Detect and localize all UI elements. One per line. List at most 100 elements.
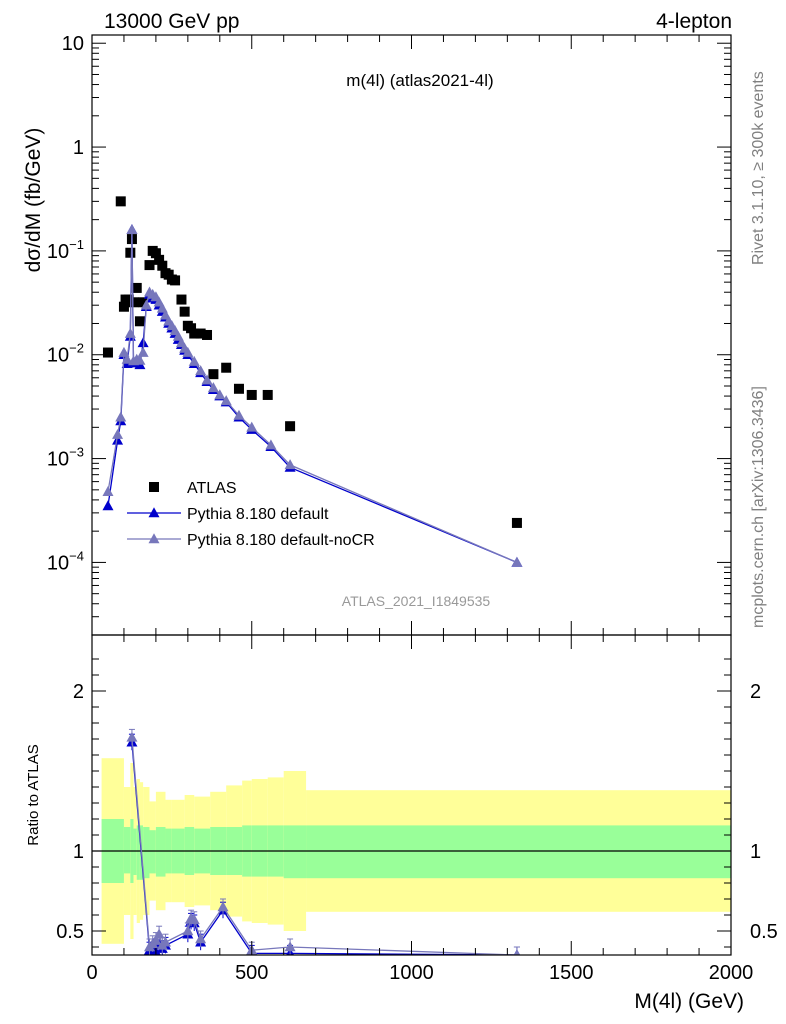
atlas-data-point (233, 383, 244, 394)
atlas-data-point (195, 328, 206, 339)
atlas-data-point (176, 294, 187, 305)
rivet-version-label: Rivet 3.1.10, ≥ 300k events (750, 71, 767, 265)
atlas-data-point (102, 347, 113, 358)
atlas-data-point (150, 248, 161, 259)
atlas-data-point (125, 247, 136, 258)
inner-band-segment (123, 827, 131, 874)
inner-band-segment (283, 825, 307, 879)
atlas-data-point (186, 323, 197, 334)
ratio-series (126, 728, 521, 955)
ratio-nocr-point (153, 928, 165, 939)
ratio-y-axis-label: Ratio to ATLAS (25, 744, 42, 845)
inner-band-segment (133, 828, 137, 875)
ratio-y-tick-label-right: 2 (750, 681, 761, 703)
pythia-default-point (102, 500, 114, 511)
inner-band-segment (149, 830, 156, 874)
pythia-nocr-point (115, 411, 127, 422)
ratio-nocr-point (217, 901, 229, 912)
ratio-nocr-point (513, 949, 521, 955)
pythia-default-point (137, 337, 149, 348)
header-left-label: 13000 GeV pp (104, 10, 239, 33)
pythia-nocr-point (112, 428, 124, 439)
atlas-data-point (246, 389, 257, 400)
ratio-y-tick-label-right: 0.5 (750, 921, 778, 943)
atlas-data-point (179, 306, 190, 317)
atlas-data-point (157, 260, 168, 271)
atlas-data-point (134, 316, 145, 327)
legend: ATLAS Pythia 8.180 default Pythia 8.180 de… (127, 480, 375, 549)
pythia-nocr-point (265, 439, 277, 450)
main-series (102, 196, 523, 567)
legend-triangle-marker (148, 507, 160, 518)
ratio-nocr-point (195, 933, 207, 944)
pythia-nocr-point (220, 395, 232, 406)
y-tick-label: 10−2 (47, 341, 84, 367)
main-y-tick-labels: 10 1 10−1 10−2 10−3 10−4 (47, 33, 84, 574)
inner-band-segment (143, 827, 150, 879)
ratio-series-clipped (126, 728, 521, 955)
atlas-data-point (144, 260, 155, 271)
ratio-y-tick-label: 1 (73, 841, 84, 863)
atlas-data-point (208, 369, 219, 380)
x-tick-label: 1000 (389, 962, 434, 984)
y-tick-label: 10 (62, 33, 84, 55)
ratio-y-tick-labels: 0.5 0.5 1 1 2 2 (56, 681, 778, 943)
inner-band-segment (155, 827, 166, 877)
ratio-y-tick-label-right: 1 (750, 841, 761, 863)
legend-triangle-marker (148, 533, 160, 544)
ratio-plot: 0.5 0.5 1 1 2 2 0 500 1000 1500 2000 Ratio to ATL… (25, 634, 778, 1013)
main-y-ticks (92, 42, 731, 636)
pythia-nocr-point (195, 365, 207, 376)
y-tick-label: 10−1 (47, 237, 84, 263)
pythia-nocr-point (121, 353, 133, 364)
x-tick-labels: 0 500 1000 1500 2000 (86, 962, 753, 984)
x-tick-label: 0 (86, 962, 97, 984)
legend-entry-label: Pythia 8.180 default-noCR (187, 532, 375, 549)
atlas-data-point (262, 389, 273, 400)
ratio-y-tick-label: 2 (73, 681, 84, 703)
atlas-data-point (189, 328, 200, 339)
atlas-data-point (128, 297, 139, 308)
pythia-nocr-point (233, 409, 245, 420)
atlas-data-point (138, 297, 149, 308)
pythia-nocr-point (207, 382, 219, 393)
pythia-default-point (112, 434, 124, 445)
legend-entry-label: Pythia 8.180 default (187, 506, 329, 523)
main-y-axis-label: dσ/dM (fb/GeV) (22, 128, 45, 273)
pythia-nocr-point (124, 327, 136, 338)
inner-band-segment (306, 825, 731, 879)
header-right-label: 4-lepton (656, 10, 732, 33)
pythia-nocr-point (284, 459, 296, 470)
pythia-nocr-point (140, 299, 152, 310)
pythia-nocr-point (511, 556, 523, 567)
pythia-nocr-point (118, 346, 130, 357)
legend-atlas-marker (149, 482, 159, 492)
atlas-data-point (115, 196, 126, 207)
pythia-nocr-point (246, 421, 258, 432)
legend-entry-label: ATLAS (187, 480, 237, 497)
y-tick-label: 1 (73, 137, 84, 159)
chart-title: m(4l) (atlas2021-4l) (346, 71, 493, 90)
x-tick-label: 2000 (709, 962, 754, 984)
main-x-ticks (91, 35, 732, 635)
pythia-nocr-point (188, 355, 200, 366)
pythia-nocr-point (102, 485, 114, 496)
main-plot: 10 1 10−1 10−2 10−3 10−4 m(4l) (atlas2021-4l)… (22, 33, 732, 636)
atlas-data-point (221, 362, 232, 373)
pythia-nocr-point (201, 374, 213, 385)
x-tick-label: 500 (235, 962, 268, 984)
atlas-data-point (170, 275, 181, 286)
ratio-nocr-point (159, 936, 171, 947)
ratio-ticks (91, 635, 732, 955)
atlas-data-point (118, 301, 129, 312)
pythia-nocr-point (182, 346, 194, 357)
ratio-y-tick-label: 0.5 (56, 921, 84, 943)
ratio-nocr-point (182, 925, 194, 936)
x-axis-label: M(4l) (GeV) (634, 990, 744, 1013)
atlas-data-point (202, 329, 213, 340)
atlas-data-point (154, 254, 165, 265)
atlas-data-point (511, 517, 522, 528)
x-tick-label: 1500 (549, 962, 594, 984)
ratio-nocr-point (150, 934, 162, 945)
